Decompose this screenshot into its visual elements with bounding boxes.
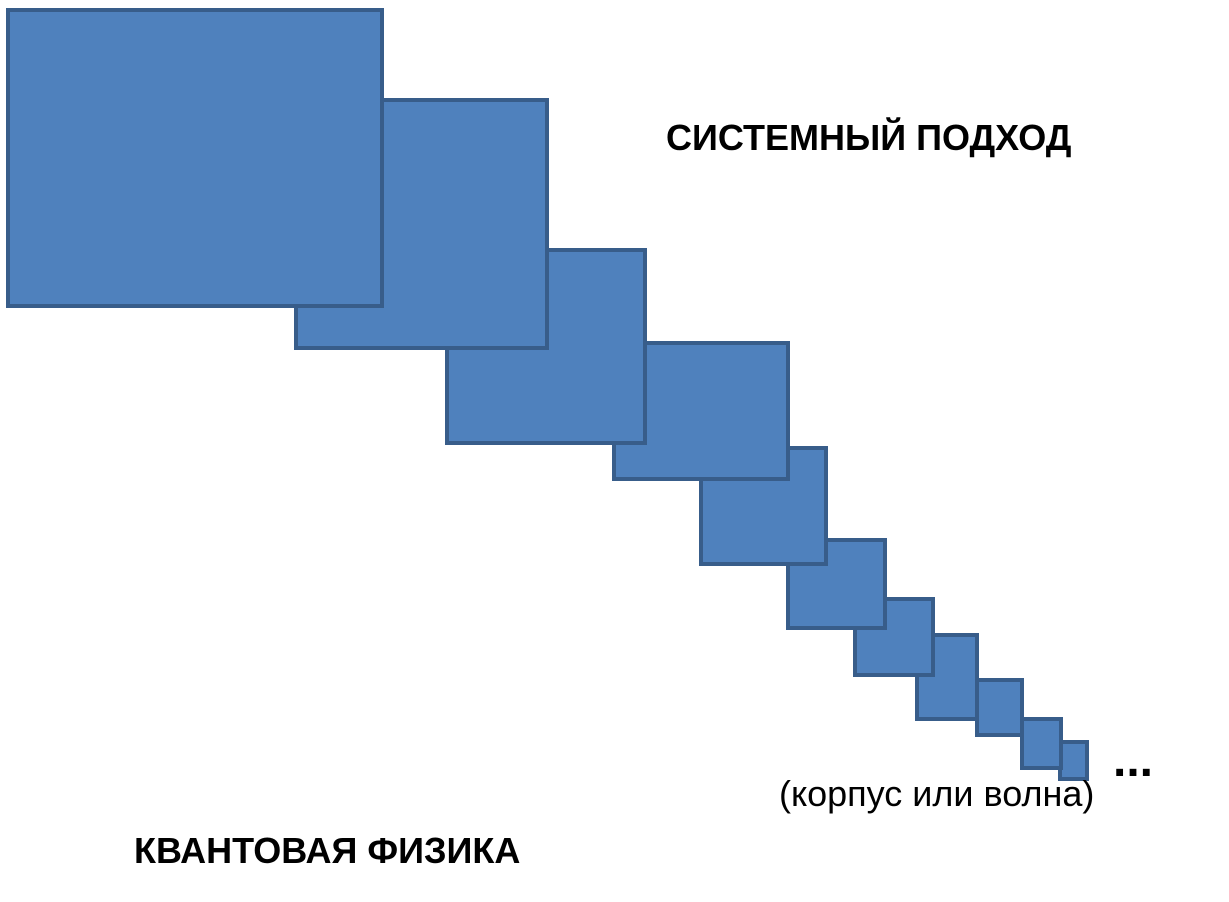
- square-2: [6, 8, 384, 308]
- square-10: [975, 678, 1024, 737]
- square-11: [1020, 717, 1063, 770]
- ellipsis: ...: [1113, 734, 1154, 787]
- title-quantum-physics: КВАНТОВАЯ ФИЗИКА: [134, 830, 521, 871]
- title-systems-approach: СИСТЕМНЫЙ ПОДХОД: [666, 117, 1072, 158]
- caption-body-or-wave: (корпус или волна): [779, 773, 1095, 814]
